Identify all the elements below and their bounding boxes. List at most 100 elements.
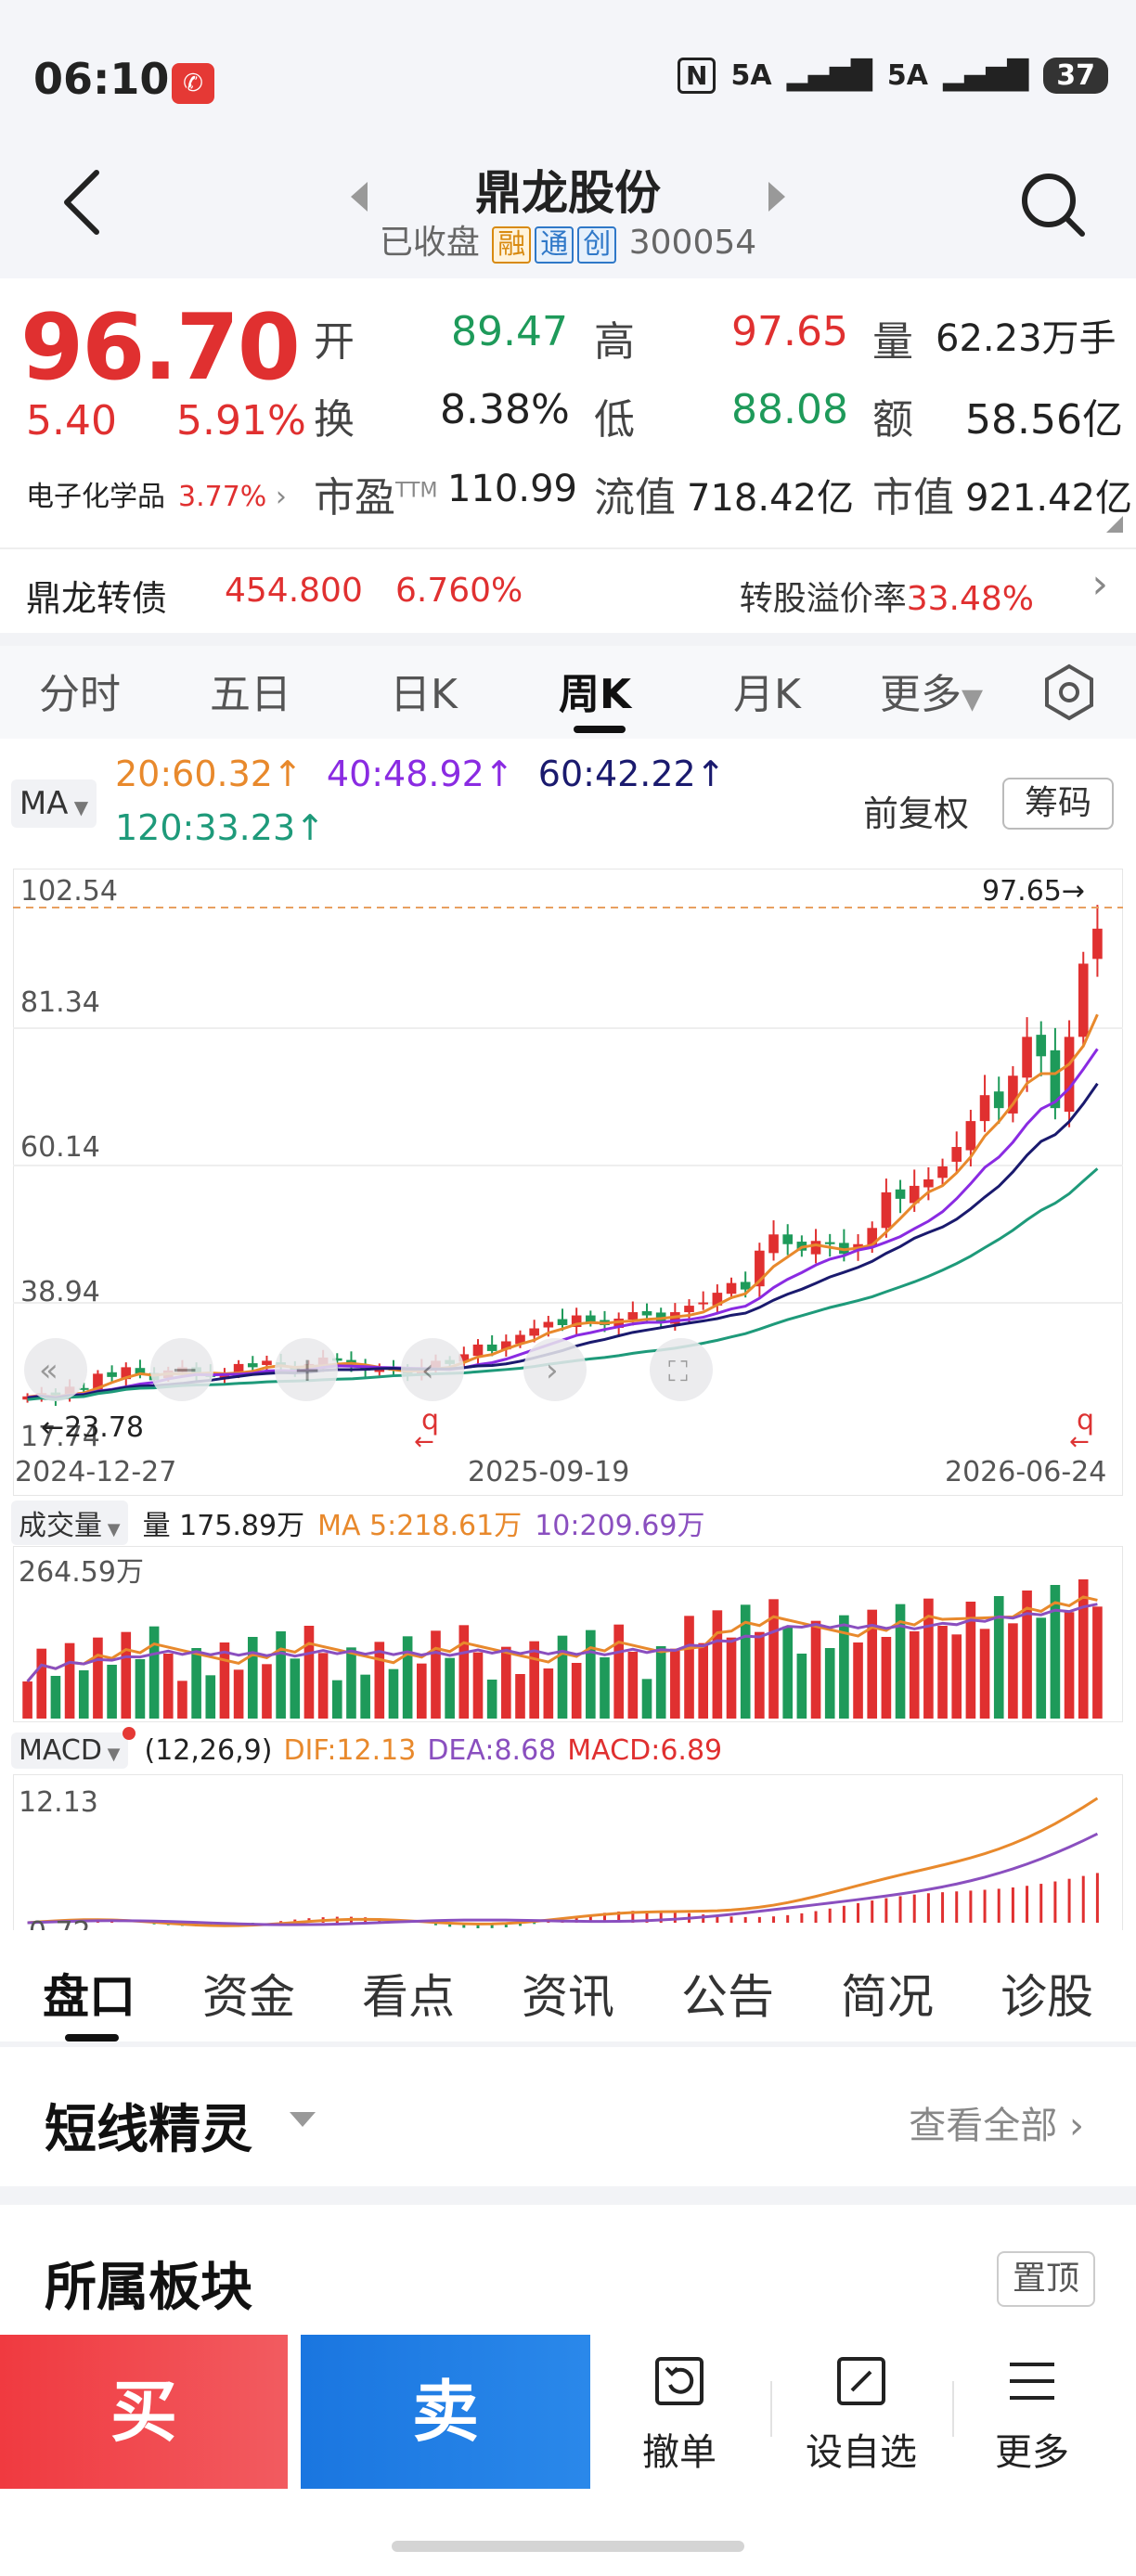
candle-body [1036, 1035, 1047, 1057]
status-bar: 06:10 ✆ N 5A ▂▄▆█ 5A ▂▄▆█ 37 [0, 0, 1136, 139]
volume-bar [965, 1602, 976, 1719]
pe-label: 市盈TTM [314, 474, 438, 522]
sell-button[interactable]: 卖 [301, 2335, 590, 2489]
stock-code: 300054 [628, 224, 757, 262]
tab-yuek[interactable]: 月K [733, 671, 801, 718]
view-all-link[interactable]: 查看全部 › [909, 2105, 1084, 2147]
tab-zhouk[interactable]: 周K [559, 671, 632, 718]
volume-bar [290, 1658, 301, 1719]
tab-gonggao[interactable]: 公告 [681, 1970, 774, 2024]
volume-bar [501, 1646, 511, 1719]
chouma-button[interactable]: 筹码 [1002, 778, 1114, 830]
buy-button[interactable]: 买 [0, 2335, 288, 2489]
volume-bar [1078, 1579, 1089, 1719]
high-label: 高 [594, 318, 635, 366]
tab-indicator [65, 2034, 119, 2041]
ma-selector[interactable]: MA ▼ [11, 779, 97, 828]
pin-button[interactable]: 置顶 [997, 2251, 1095, 2307]
caret-down-icon[interactable] [290, 2112, 316, 2127]
volume-bar [641, 1679, 652, 1719]
last-price: 96.70 [20, 295, 301, 401]
add-watchlist-button[interactable]: 设自选 [778, 2353, 945, 2476]
volume-bar [1022, 1591, 1032, 1719]
macd-value: MACD:6.89 [567, 1733, 723, 1767]
prev-stock-icon[interactable] [351, 182, 368, 212]
kline-chart[interactable]: 102.54 81.34 60.14 38.94 17.74 97.65→ ←2… [13, 869, 1123, 1496]
volume-bar [1064, 1612, 1075, 1719]
sector-link[interactable]: 电子化学品 3.77% › [26, 473, 287, 514]
candle-body [472, 1344, 484, 1357]
nfc-icon: N [678, 58, 716, 94]
more-button[interactable]: 更多 [949, 2353, 1116, 2476]
tab-zhengu[interactable]: 诊股 [1000, 1970, 1093, 2024]
macd-dea: DEA:8.68 [427, 1733, 557, 1767]
volume-bar [417, 1663, 427, 1719]
volume-bar [303, 1626, 315, 1719]
volume-bar [740, 1604, 751, 1719]
zoom-out-icon[interactable] [150, 1338, 213, 1401]
tab-indicator [574, 726, 626, 733]
chart-frame [13, 869, 1123, 1496]
tab-rik[interactable]: 日K [390, 671, 458, 718]
section-title: 所属板块 [45, 2258, 252, 2318]
volume-bar [909, 1631, 920, 1719]
rewind-icon[interactable] [24, 1338, 87, 1401]
float-value: 718.42亿 [687, 477, 854, 520]
mcap-label: 市值 [872, 474, 954, 522]
tab-pankou[interactable]: 盘口 [43, 1970, 136, 2024]
signal-icon-2: ▂▄▆█ [942, 59, 1029, 92]
candle-body [233, 1363, 244, 1375]
x-label-mid: 2025-09-19 [468, 1456, 629, 1488]
volume-bar [655, 1646, 666, 1719]
ma-legend-row1: 20:60.32↑ 40:48.92↑ 60:42.22↑ [115, 753, 726, 794]
tab-jiankuang[interactable]: 简况 [841, 1970, 934, 2024]
candle-body [458, 1354, 470, 1362]
expand-corner-icon[interactable] [1106, 516, 1123, 533]
fullscreen-icon[interactable] [650, 1338, 713, 1401]
divider [952, 2381, 954, 2437]
volume-bar [670, 1648, 680, 1719]
tab-zixun[interactable]: 资讯 [522, 1970, 614, 2024]
volume-ma5: MA 5:218.61万 [317, 1510, 523, 1542]
candle-body [951, 1147, 962, 1162]
candle-body [923, 1179, 934, 1188]
step-forward-icon[interactable] [523, 1338, 587, 1401]
tab-more[interactable]: 更多▼ [880, 671, 984, 718]
y-tick-2: 81.34 [20, 986, 100, 1019]
tab-kandian[interactable]: 看点 [362, 1970, 455, 2024]
convertible-bond-row[interactable]: 鼎龙转债 454.800 6.760% 转股溢价率33.48% › [0, 547, 1136, 633]
tab-wuri[interactable]: 五日 [210, 671, 291, 718]
q-arrow-icon: ← [414, 1428, 434, 1456]
stock-subtitle: 已收盘 融通创 300054 [0, 215, 1136, 264]
home-indicator[interactable] [392, 2541, 744, 2552]
fuquan-toggle[interactable]: 前复权 [863, 793, 970, 834]
volume-selector[interactable]: 成交量 ▼ [11, 1501, 128, 1545]
macd-selector[interactable]: MACD ▼ [11, 1726, 136, 1769]
x-label-start: 2024-12-27 [15, 1456, 176, 1488]
search-icon[interactable] [1015, 167, 1090, 241]
sector-pct: 3.77% [178, 481, 267, 513]
svg-text:⛶: ⛶ [668, 1356, 688, 1388]
undo-icon [655, 2357, 704, 2405]
zoom-in-icon[interactable] [275, 1338, 338, 1401]
candle-body [1064, 1037, 1075, 1113]
next-stock-icon[interactable] [768, 182, 785, 212]
candle-body [557, 1319, 568, 1326]
tab-fenshi[interactable]: 分时 [39, 671, 121, 718]
cancel-order-button[interactable]: 撤单 [596, 2353, 763, 2476]
candle-body [486, 1344, 497, 1351]
svg-text:«: « [39, 1352, 58, 1389]
y-tick-bottom: 17.74 [20, 1421, 100, 1453]
back-icon[interactable] [56, 165, 108, 239]
step-back-icon[interactable] [401, 1338, 464, 1401]
candle-body [979, 1095, 990, 1122]
settings-icon[interactable] [1039, 663, 1099, 722]
tab-zijin[interactable]: 资金 [202, 1970, 295, 2024]
volume-bar [951, 1634, 962, 1719]
price-change: 5.40 [26, 397, 117, 444]
mcap-value: 921.42亿 [965, 477, 1132, 520]
q-marker-icon-2: q [1077, 1404, 1094, 1436]
caret-down-icon: ▼ [962, 683, 984, 715]
volume-bar [1036, 1617, 1047, 1719]
volume-bar [191, 1648, 201, 1719]
